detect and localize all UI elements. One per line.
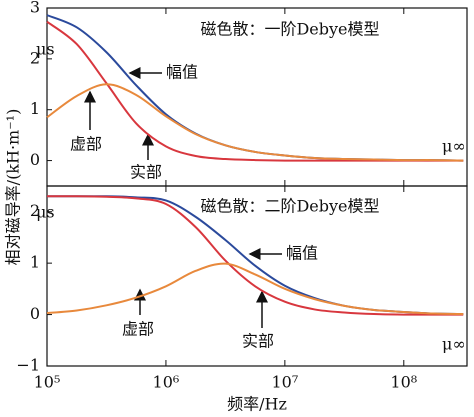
y-tick-label: 3 bbox=[30, 0, 40, 17]
annotation: 虚部 bbox=[122, 320, 154, 339]
annotation: 幅值 bbox=[286, 244, 318, 263]
annotation: 实部 bbox=[242, 332, 274, 351]
mu-inf-label: μ∞ bbox=[442, 137, 466, 156]
x-tick-label: 10⁸ bbox=[390, 373, 417, 392]
annotation: 实部 bbox=[130, 163, 162, 182]
panel-title: 磁色散：二阶Debye模型 bbox=[200, 197, 379, 216]
annotation: 虚部 bbox=[70, 135, 102, 154]
annotation: 幅值 bbox=[166, 63, 198, 82]
y-tick-label: 2 bbox=[30, 201, 40, 220]
y-tick-label: 1 bbox=[30, 99, 40, 118]
line-series bbox=[46, 195, 464, 316]
y-axis-label: 相对磁导率/(kH·m⁻¹) bbox=[4, 109, 23, 266]
y-tick-label: −1 bbox=[16, 356, 40, 375]
x-tick-label: 10⁶ bbox=[153, 373, 180, 392]
y-tick-label: 0 bbox=[30, 150, 40, 169]
y-tick-label: 2 bbox=[30, 48, 40, 67]
mu-inf-label: μ∞ bbox=[442, 335, 466, 354]
mu-s-label: μs bbox=[36, 40, 55, 59]
panel-title: 磁色散：一阶Debye模型 bbox=[200, 20, 379, 39]
x-tick-label: 10⁷ bbox=[271, 373, 298, 392]
y-tick-label: 1 bbox=[30, 253, 40, 272]
x-axis-label: 频率/Hz bbox=[227, 395, 287, 414]
x-tick-label: 10⁵ bbox=[34, 373, 61, 392]
line-series bbox=[46, 20, 464, 162]
y-tick-label: 0 bbox=[30, 304, 40, 323]
mu-s-label: μs bbox=[36, 203, 55, 222]
plot-frame bbox=[46, 185, 468, 367]
line-series bbox=[46, 83, 464, 162]
line-series bbox=[46, 262, 464, 316]
